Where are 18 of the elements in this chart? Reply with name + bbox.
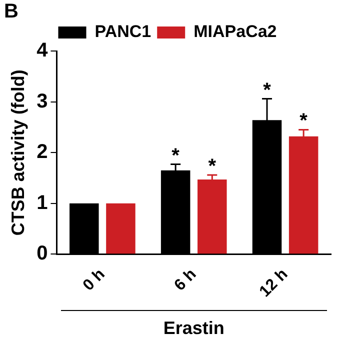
y-tick-label: 1 <box>36 192 48 214</box>
annotation: * <box>263 79 272 102</box>
y-tick-label: 4 <box>36 40 49 62</box>
annotation: * <box>208 155 216 178</box>
x-tick-label: 0 h <box>80 266 108 294</box>
y-tick-label: 3 <box>36 90 48 112</box>
bar <box>106 203 136 254</box>
legend-label: PANC1 <box>94 22 152 42</box>
annotation: * <box>300 110 308 132</box>
y-axis-title: CTSB activity (fold) <box>8 70 28 236</box>
x-tick-label: 6 h <box>171 266 200 294</box>
annotation: * <box>172 144 180 167</box>
x-axis-title: Erastin <box>163 318 224 338</box>
x-tick-label: 12 h <box>256 266 292 301</box>
y-tick-label: 2 <box>36 141 48 164</box>
legend-label: MIAPaCa2 <box>194 22 277 42</box>
chart-title: B <box>4 0 18 23</box>
y-tick-label: 0 <box>36 242 48 265</box>
